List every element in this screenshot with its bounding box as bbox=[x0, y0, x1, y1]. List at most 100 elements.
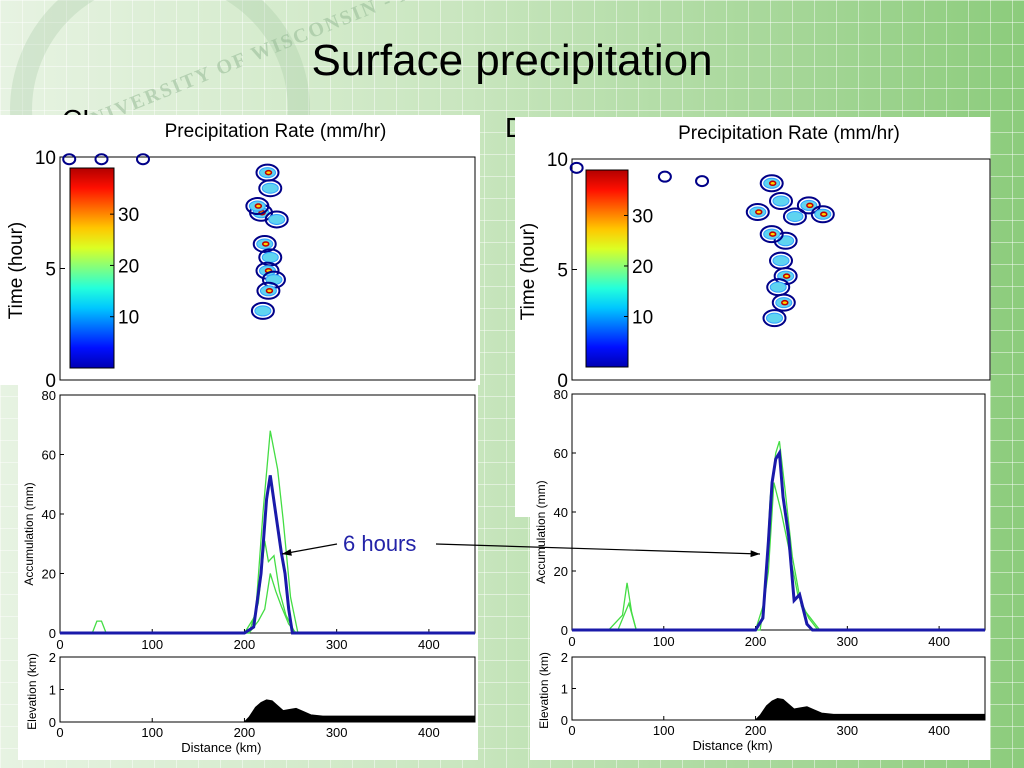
accum-y-tick-label: 80 bbox=[554, 387, 568, 402]
accum-series-main bbox=[60, 475, 475, 635]
elev-y-tick-label: 1 bbox=[49, 683, 56, 698]
rate-y-tick-label: 10 bbox=[35, 148, 56, 169]
accum-x-tick-label: 200 bbox=[745, 634, 767, 649]
rate-contour bbox=[759, 174, 784, 193]
rate-contour bbox=[773, 231, 798, 250]
accum-x-tick-label: 400 bbox=[928, 634, 950, 649]
colorbar-tick-label: 10 bbox=[632, 307, 653, 328]
rate-contour-fill bbox=[769, 281, 787, 293]
rate-chart-title: Precipitation Rate (mm/hr) bbox=[678, 123, 900, 144]
accum-y-tick-label: 60 bbox=[554, 446, 568, 461]
accum-y-tick-label: 20 bbox=[554, 564, 568, 579]
rate-contour bbox=[136, 153, 150, 166]
rate-core bbox=[254, 203, 263, 209]
accum-y-axis-label: Accumulation (mm) bbox=[22, 482, 36, 585]
accum-series-thin bbox=[572, 482, 985, 631]
accum-y-tick-label: 0 bbox=[49, 626, 56, 641]
rate-contour bbox=[762, 309, 787, 328]
elev-x-tick-label: 0 bbox=[56, 725, 63, 740]
annotation-arrow-right-head bbox=[750, 550, 760, 558]
accum-plot-frame bbox=[59, 394, 476, 634]
rate-core bbox=[806, 202, 814, 209]
rate-y-tick-label: 10 bbox=[547, 150, 568, 171]
colorbar-tick-label: 30 bbox=[632, 206, 653, 227]
rate-core bbox=[781, 299, 789, 306]
accum-x-tick-label: 100 bbox=[141, 637, 163, 652]
elev-x-tick-label: 400 bbox=[928, 723, 950, 738]
elev-x-tick-label: 100 bbox=[653, 723, 675, 738]
elev-x-tick-label: 100 bbox=[141, 725, 163, 740]
elev-x-tick-label: 400 bbox=[418, 725, 440, 740]
elev-y-axis-label: Elevation (km) bbox=[537, 652, 551, 729]
accum-y-tick-label: 0 bbox=[561, 623, 568, 638]
rate-contour bbox=[258, 248, 283, 267]
annotation-6-hours: 6 hours bbox=[343, 531, 417, 556]
rate-contour-fill bbox=[772, 255, 790, 267]
rate-contour-fill bbox=[254, 305, 272, 317]
elev-x-tick-label: 200 bbox=[234, 725, 256, 740]
rate-contour bbox=[94, 153, 109, 166]
accum-x-tick-label: 300 bbox=[326, 637, 348, 652]
accum-series-main bbox=[572, 448, 985, 632]
terrain-profile bbox=[60, 699, 476, 723]
rate-contour bbox=[252, 234, 277, 253]
rate-contour-fill bbox=[786, 210, 804, 222]
colorbar-tick-label: 20 bbox=[118, 256, 139, 277]
rate-contour bbox=[782, 207, 807, 226]
annotation-arrow-left-head bbox=[282, 548, 292, 556]
elev-x-tick-label: 0 bbox=[568, 723, 575, 738]
slide-title: Surface precipitation bbox=[311, 36, 713, 85]
accum-y-tick-label: 40 bbox=[554, 505, 568, 520]
rate-contour bbox=[796, 196, 821, 215]
rate-chart-title: Precipitation Rate (mm/hr) bbox=[165, 121, 387, 142]
rate-contour bbox=[569, 161, 584, 174]
accum-y-tick-label: 60 bbox=[42, 448, 56, 463]
rate-contour-fill bbox=[268, 213, 286, 225]
accum-x-tick-label: 300 bbox=[836, 634, 858, 649]
colorbar-tick-label: 10 bbox=[118, 308, 139, 329]
colorbar-tick-label: 20 bbox=[632, 257, 653, 278]
elev-x-tick-label: 300 bbox=[836, 723, 858, 738]
elev-x-axis-label: Distance (km) bbox=[693, 738, 773, 753]
rate-y-axis-label: Time (hour) bbox=[6, 222, 27, 319]
rate-core bbox=[768, 231, 777, 237]
rate-contour bbox=[264, 210, 289, 229]
elev-y-tick-label: 2 bbox=[561, 650, 568, 665]
elev-y-tick-label: 2 bbox=[49, 650, 56, 665]
elev-x-tick-label: 200 bbox=[745, 723, 767, 738]
accum-y-tick-label: 80 bbox=[42, 388, 56, 403]
rate-core bbox=[820, 211, 828, 217]
colorbar bbox=[585, 169, 629, 368]
elev-x-axis-label: Distance (km) bbox=[181, 740, 261, 755]
rate-contour bbox=[695, 175, 710, 188]
rate-y-tick-label: 0 bbox=[557, 371, 568, 392]
rate-y-axis-label: Time (hour) bbox=[518, 223, 539, 320]
rate-contour bbox=[250, 301, 275, 320]
terrain-profile bbox=[572, 698, 986, 721]
rate-core bbox=[755, 209, 763, 215]
elev-y-tick-label: 0 bbox=[49, 715, 56, 730]
rate-contour-fill bbox=[777, 235, 795, 247]
rate-contour-fill bbox=[261, 251, 279, 263]
rate-y-tick-label: 0 bbox=[45, 371, 56, 392]
accum-y-axis-label: Accumulation (mm) bbox=[534, 480, 548, 583]
rate-contour bbox=[810, 205, 835, 224]
rate-core bbox=[264, 169, 273, 176]
rate-contour-fill bbox=[772, 195, 790, 207]
rate-core bbox=[782, 273, 791, 279]
elev-x-tick-label: 300 bbox=[326, 725, 348, 740]
elev-y-tick-label: 1 bbox=[561, 682, 568, 697]
accum-x-tick-label: 100 bbox=[653, 634, 675, 649]
accum-series-thin bbox=[60, 430, 475, 634]
rate-contour-fill bbox=[765, 312, 783, 324]
accum-plot-frame bbox=[571, 393, 986, 631]
rate-y-tick-label: 5 bbox=[557, 261, 568, 282]
rate-contour bbox=[769, 191, 793, 210]
accum-y-tick-label: 40 bbox=[42, 507, 56, 522]
accum-x-tick-label: 0 bbox=[56, 637, 63, 652]
annotation-arrow-right bbox=[435, 543, 761, 555]
rate-core bbox=[768, 180, 777, 187]
rate-contour bbox=[771, 293, 796, 312]
rate-contour bbox=[245, 197, 270, 216]
